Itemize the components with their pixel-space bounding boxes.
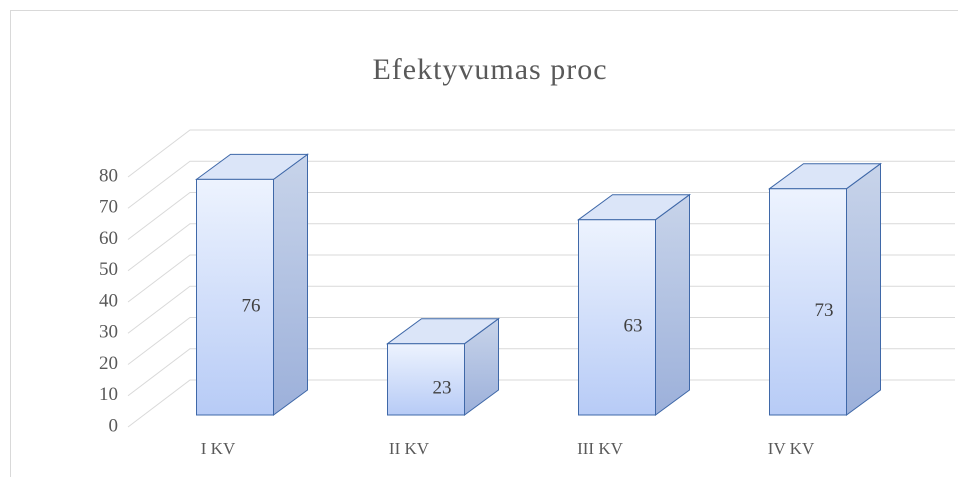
bar [576,193,692,416]
chart-title: Efektyvumas proc [372,53,607,86]
x-tick-label: III KV [577,439,624,458]
grid-line [127,348,955,397]
data-label: 63 [624,316,643,337]
y-tick-label: 50 [99,259,118,280]
bar [385,317,501,416]
data-label: 23 [433,378,452,399]
x-tick-label: I KV [201,439,236,458]
x-tick-label: II KV [389,439,430,458]
grid-line [127,285,955,334]
bar-front [769,188,847,416]
bar-side [273,153,308,416]
y-tick-label: 20 [99,353,118,374]
x-tick-label: IV KV [768,439,815,458]
data-label: 73 [815,300,834,321]
grid-line [127,160,955,209]
bar-side [655,193,690,416]
y-tick-label: 60 [99,228,118,249]
chart-border [10,10,958,477]
bar-front [387,343,465,416]
y-tick-label: 30 [99,322,118,343]
bar-front [196,178,274,416]
grid-line [127,129,955,178]
y-tick-label: 0 [109,415,119,436]
grid-line [127,379,955,428]
grid-line [127,223,955,272]
grid-line [127,192,955,240]
y-tick-label: 80 [99,165,118,186]
grid-line [127,254,955,303]
grid-line [127,317,955,365]
y-tick-label: 70 [99,197,118,218]
data-label: 76 [242,296,261,317]
bar [767,162,883,416]
y-tick-label: 40 [99,290,118,311]
bar [194,153,310,416]
y-tick-label: 10 [99,384,118,405]
bar-side [846,162,881,416]
bar-front [578,219,656,416]
